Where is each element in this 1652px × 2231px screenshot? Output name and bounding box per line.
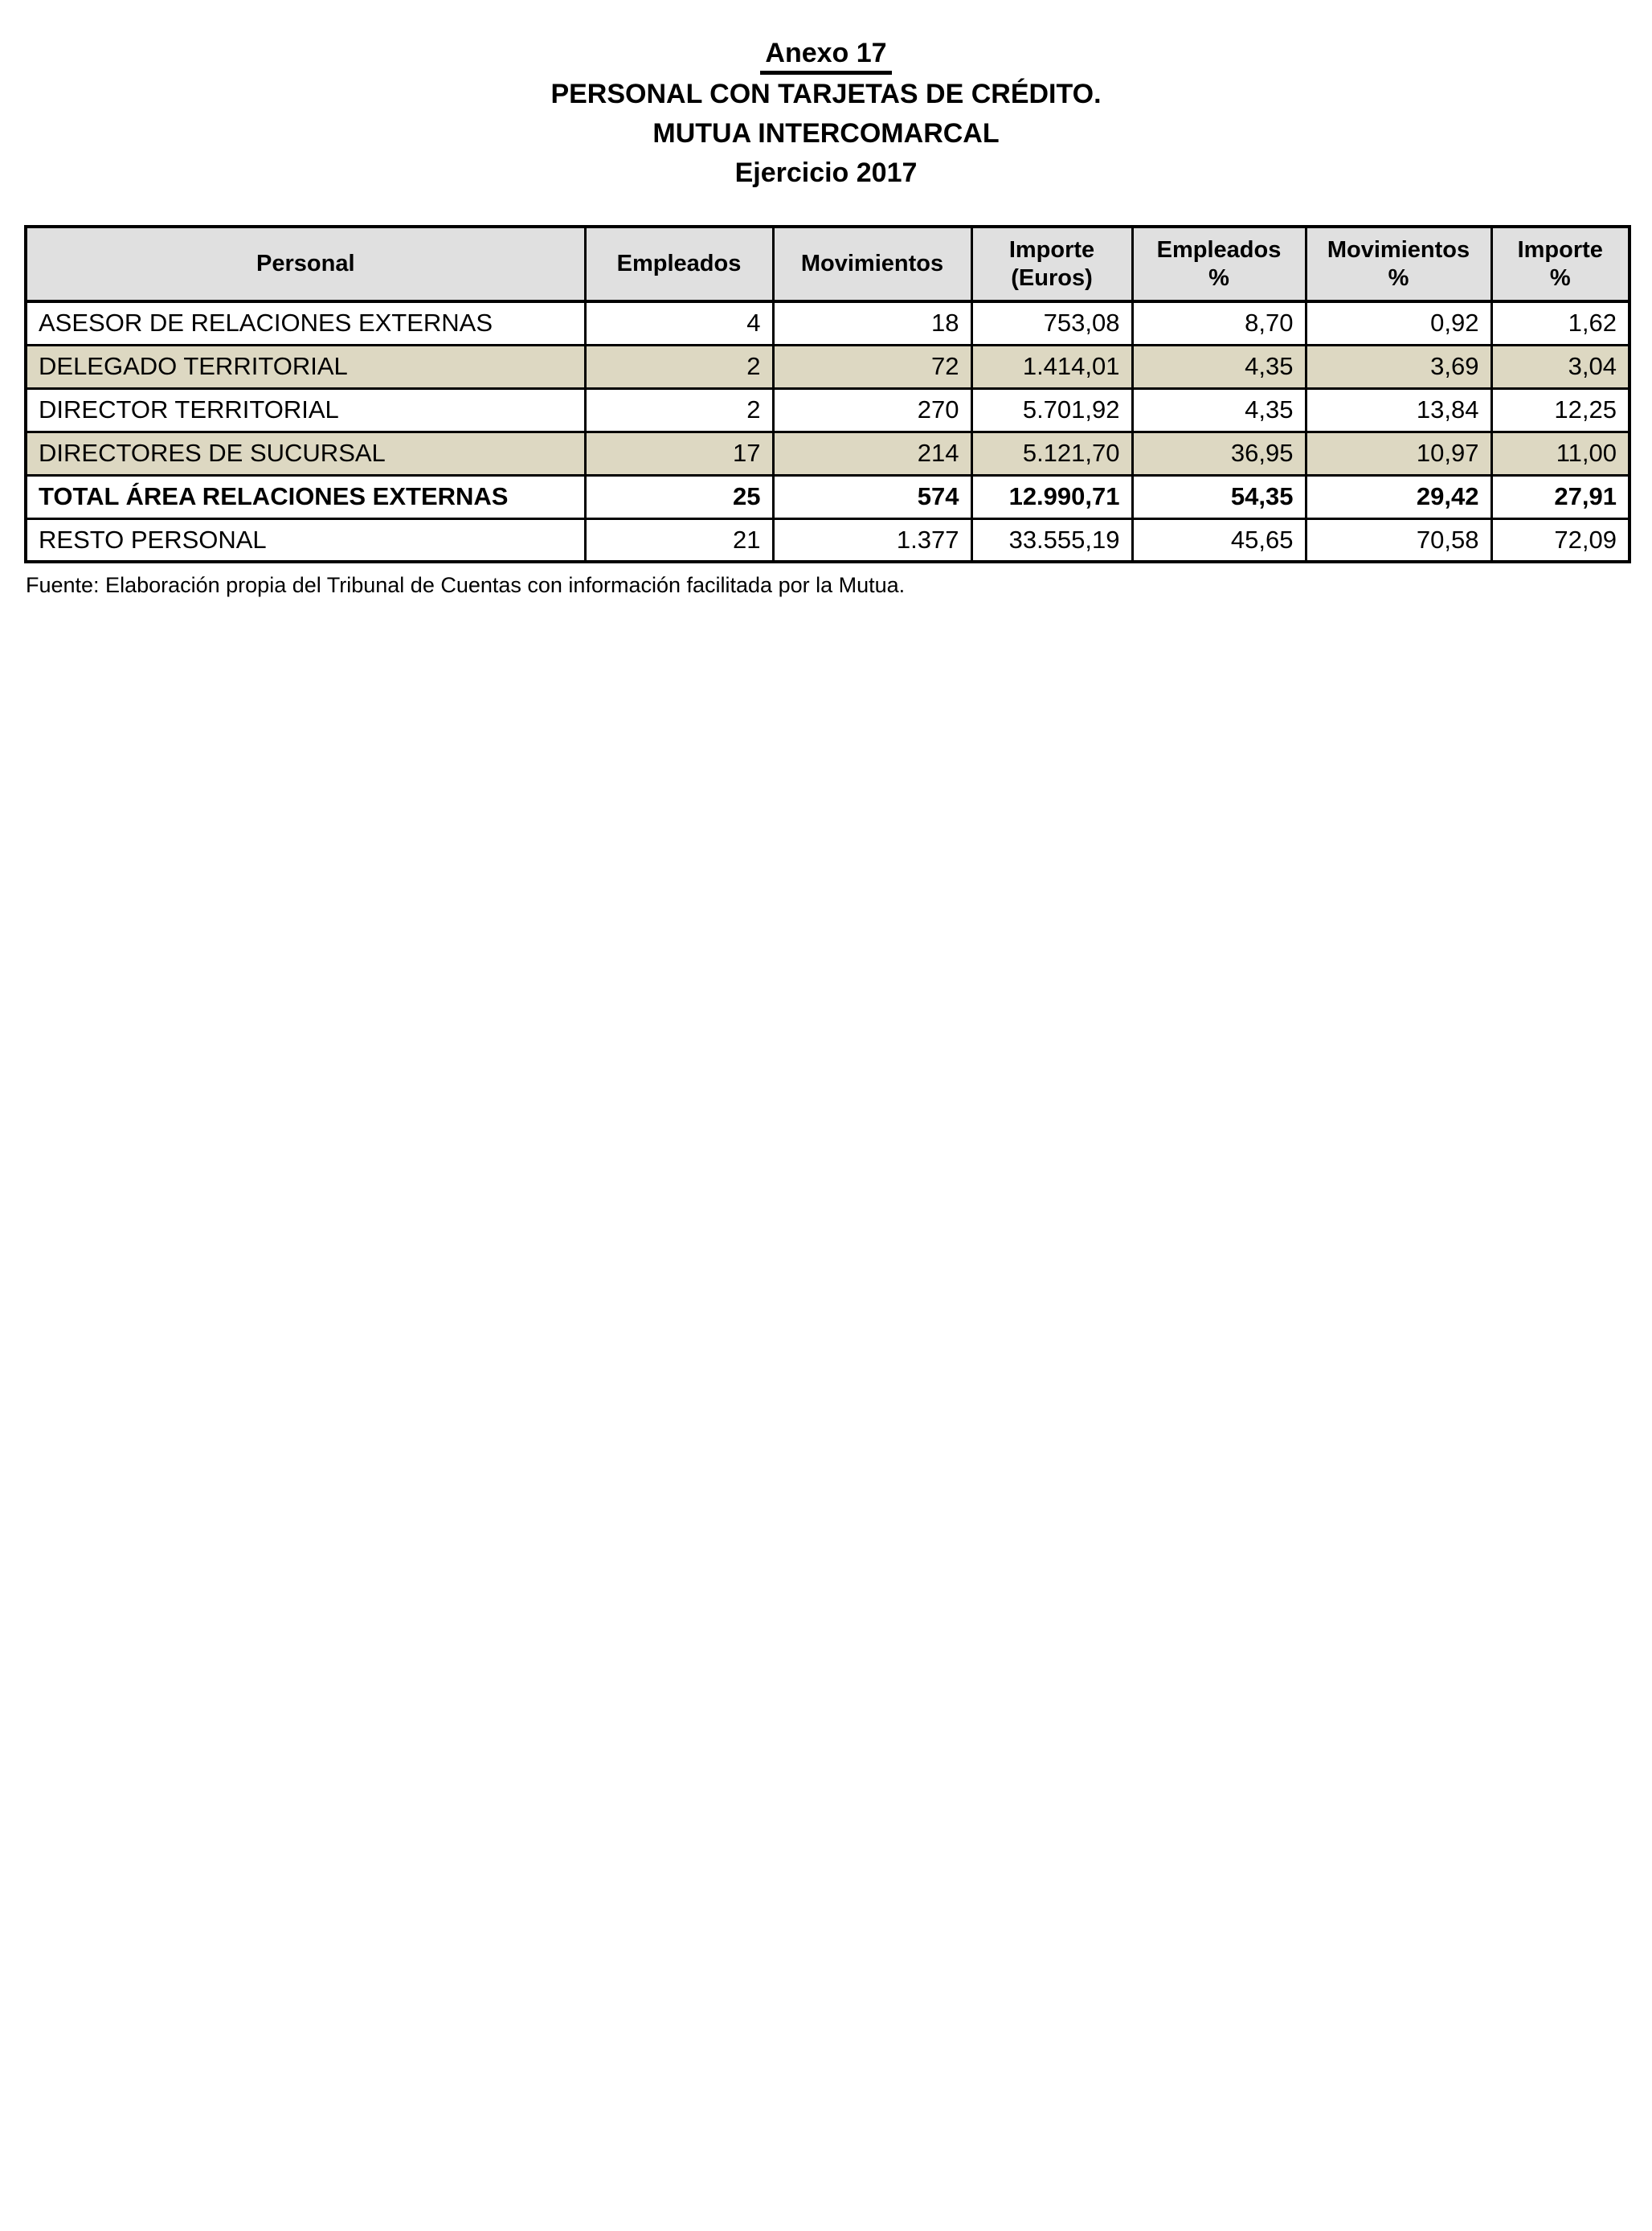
cell-importe: 753,08: [970, 300, 1134, 346]
cell-importe-pct: 11,00: [1490, 430, 1631, 477]
cell-empleados: 4: [583, 300, 775, 346]
col-header-movimientos-pct: Movimientos %: [1304, 225, 1493, 303]
cell-personal: ASESOR DE RELACIONES EXTERNAS: [24, 300, 587, 346]
cell-personal: DIRECTORES DE SUCURSAL: [24, 430, 587, 477]
col-header-line: %: [1388, 264, 1409, 291]
cell-importe: 33.555,19: [970, 517, 1134, 563]
cell-empleados-pct: 36,95: [1131, 430, 1307, 477]
col-header-line: Importe: [1517, 236, 1603, 263]
cell-personal: DIRECTOR TERRITORIAL: [24, 387, 587, 433]
col-header-importe-pct: Importe %: [1490, 225, 1631, 303]
cell-movimientos-pct: 3,69: [1304, 343, 1493, 390]
cell-empleados: 21: [583, 517, 775, 563]
title-block: Anexo 17 PERSONAL CON TARJETAS DE CRÉDIT…: [0, 34, 1652, 193]
cell-empleados-pct: 4,35: [1131, 343, 1307, 390]
cell-personal: RESTO PERSONAL: [24, 517, 587, 563]
cell-empleados: 17: [583, 430, 775, 477]
cell-movimientos: 270: [771, 387, 973, 433]
col-header-empleados: Empleados: [583, 225, 775, 303]
cell-movimientos-pct: 70,58: [1304, 517, 1493, 563]
cell-movimientos-pct: 0,92: [1304, 300, 1493, 346]
cell-importe-pct: 1,62: [1490, 300, 1631, 346]
table-header-row: Personal Empleados Movimientos Importe (…: [24, 225, 1631, 303]
cell-empleados: 2: [583, 387, 775, 433]
cell-importe-pct: 72,09: [1490, 517, 1631, 563]
cell-personal: DELEGADO TERRITORIAL: [24, 343, 587, 390]
cell-importe: 5.121,70: [970, 430, 1134, 477]
cell-empleados-pct: 8,70: [1131, 300, 1307, 346]
col-header-line: (Euros): [1011, 264, 1093, 291]
cell-importe-pct: 27,91: [1490, 473, 1631, 520]
col-header-line: %: [1549, 264, 1571, 291]
col-header-empleados-pct: Empleados %: [1131, 225, 1307, 303]
col-header-line: Empleados: [1156, 236, 1282, 263]
cell-movimientos-pct: 29,42: [1304, 473, 1493, 520]
cell-movimientos: 574: [771, 473, 973, 520]
entity-name: MUTUA INTERCOMARCAL: [652, 118, 1000, 149]
table-row-total-area: TOTAL ÁREA RELACIONES EXTERNAS 25 574 12…: [24, 473, 1631, 520]
cell-movimientos: 72: [771, 343, 973, 390]
col-header-line: Personal: [256, 251, 355, 276]
col-header-line: Movimientos: [800, 251, 944, 276]
cell-personal: TOTAL ÁREA RELACIONES EXTERNAS: [24, 473, 587, 520]
col-header-personal: Personal: [24, 225, 587, 303]
cell-movimientos: 1.377: [771, 517, 973, 563]
table-row-delegado: DELEGADO TERRITORIAL 2 72 1.414,01 4,35 …: [24, 343, 1631, 390]
cell-importe: 12.990,71: [970, 473, 1134, 520]
annex-title-line: Anexo 17: [0, 34, 1652, 75]
col-header-line: Movimientos: [1327, 236, 1470, 263]
cell-movimientos: 214: [771, 430, 973, 477]
cell-importe-pct: 12,25: [1490, 387, 1631, 433]
cell-movimientos-pct: 10,97: [1304, 430, 1493, 477]
cell-empleados-pct: 45,65: [1131, 517, 1307, 563]
credit-card-personnel-table: Personal Empleados Movimientos Importe (…: [24, 225, 1631, 563]
cell-importe: 5.701,92: [970, 387, 1134, 433]
col-header-movimientos: Movimientos: [771, 225, 973, 303]
cell-empleados: 25: [583, 473, 775, 520]
col-header-line: %: [1208, 264, 1229, 291]
table-row-directores-sucursal: DIRECTORES DE SUCURSAL 17 214 5.121,70 3…: [24, 430, 1631, 477]
col-header-line: Empleados: [616, 251, 742, 276]
annex-title: Anexo 17: [760, 37, 892, 75]
fiscal-year: Ejercicio 2017: [734, 158, 918, 188]
cell-empleados-pct: 4,35: [1131, 387, 1307, 433]
cell-importe: 1.414,01: [970, 343, 1134, 390]
table-row-resto-personal: RESTO PERSONAL 21 1.377 33.555,19 45,65 …: [24, 517, 1631, 563]
cell-empleados-pct: 54,35: [1131, 473, 1307, 520]
cell-importe-pct: 3,04: [1490, 343, 1631, 390]
source-note: Fuente: Elaboración propia del Tribunal …: [26, 573, 906, 597]
cell-movimientos-pct: 13,84: [1304, 387, 1493, 433]
col-header-importe-euros: Importe (Euros): [970, 225, 1134, 303]
cell-movimientos: 18: [771, 300, 973, 346]
table-row-asesor: ASESOR DE RELACIONES EXTERNAS 4 18 753,0…: [24, 300, 1631, 346]
table-row-director: DIRECTOR TERRITORIAL 2 270 5.701,92 4,35…: [24, 387, 1631, 433]
document-title: PERSONAL CON TARJETAS DE CRÉDITO.: [550, 79, 1102, 109]
col-header-line: Importe: [1008, 236, 1095, 263]
cell-empleados: 2: [583, 343, 775, 390]
